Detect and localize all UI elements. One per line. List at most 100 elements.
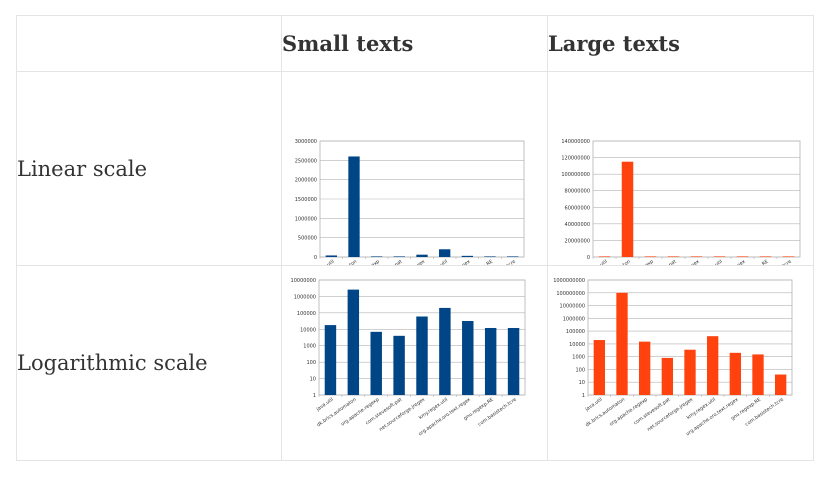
y-tick-label: 100000000 [561, 172, 590, 178]
y-tick-label: 10 [579, 380, 585, 386]
bar [416, 254, 428, 257]
y-tick-label: 1000000 [295, 216, 317, 222]
y-tick-label: 10000000 [291, 278, 316, 284]
x-tick-label: dk.brics.automaton [590, 258, 632, 264]
y-tick-label: 100000 [566, 329, 585, 335]
bar [393, 335, 405, 395]
cell-small-log: 1 10 100 1000 10000 100000 1000000 10000000 java… [281, 265, 548, 461]
bar [347, 289, 360, 395]
x-tick-label: java.util [315, 396, 335, 412]
y-tick-label: 100 [306, 360, 316, 366]
bar [324, 324, 337, 395]
bar [370, 331, 382, 395]
linear-row: Linear scale 0 500000 1000000 1500000 200000… [16, 71, 814, 266]
bar [644, 255, 657, 257]
x-tick-label: com.stevesoft.pat [633, 396, 672, 426]
cell-large-log: 1 10 100 1000 10000 100000 1000000 10000000 1000… [547, 265, 814, 461]
bar [639, 341, 651, 395]
bar [416, 316, 428, 395]
log-row: Logarithmic scale 1 10 100 1000 10000 100000 1… [16, 265, 814, 461]
row-label-log: Logarithmic scale [16, 265, 282, 461]
bar [752, 353, 764, 395]
y-tick-label: 1000000000 [553, 278, 585, 284]
x-tick-label: com.stevesoft.pat [364, 396, 403, 426]
bar [348, 155, 360, 257]
bar [598, 255, 611, 257]
cell-small-linear: 0 500000 1000000 1500000 2000000 2500000 30000… [281, 71, 548, 266]
bar [775, 374, 787, 395]
y-tick-label: 1500000 [295, 197, 317, 203]
chart-large-linear: 0 20000000 40000000 60000000 80000000 1000000… [561, 139, 801, 265]
header-row: Small texts Large texts [16, 15, 814, 72]
bar [507, 255, 519, 257]
y-tick-label: 500000 [298, 235, 317, 241]
chart-small-linear: 0 500000 1000000 1500000 2000000 2500000 30000… [295, 139, 525, 265]
x-tick-label: com.basistech.tcre [476, 258, 517, 264]
bar [736, 255, 749, 257]
bar [325, 254, 337, 257]
bar [507, 327, 520, 395]
bar [713, 255, 726, 257]
y-tick-label: 10000000 [560, 303, 585, 309]
bar [461, 255, 473, 257]
y-tick-label: 140000000 [561, 139, 590, 145]
x-tick-label: dk.brics.automaton [316, 396, 358, 428]
x-tick-label: com.basistech.tcre [752, 258, 793, 264]
row-label-linear: Linear scale [16, 71, 282, 266]
x-tick-label: com.basistech.tcre [477, 396, 518, 427]
bar [621, 161, 634, 257]
y-tick-label: 80000000 [565, 188, 590, 194]
bar [439, 307, 451, 395]
bar [782, 255, 795, 257]
bar [690, 255, 703, 257]
chart-large-log: 1 10 100 1000 10000 100000 1000000 10000000 1000… [553, 278, 793, 437]
bar [616, 292, 628, 395]
x-tick-label: org.apache.regexp [340, 396, 380, 427]
y-tick-label: 120000000 [561, 155, 590, 161]
y-tick-label: 40000000 [565, 221, 590, 227]
bar [661, 357, 673, 395]
chart-small-log: 1 10 100 1000 10000 100000 1000000 10000000 java… [291, 278, 526, 437]
y-tick-label: 10000 [300, 327, 316, 333]
bar [439, 248, 451, 257]
cell-large-linear: 0 20000000 40000000 60000000 80000000 1000000… [547, 71, 814, 266]
y-tick-label: 3000000 [295, 139, 317, 145]
x-tick-label: org.apache.regexp [608, 396, 648, 427]
x-tick-label: java.util [589, 258, 609, 264]
x-tick-label: java.util [316, 258, 336, 264]
corner-cell [16, 15, 282, 72]
x-tick-label: dk.brics.automaton [585, 396, 627, 428]
x-tick-label: com.basistech.tcre [744, 396, 785, 427]
y-tick-label: 0 [587, 255, 590, 261]
y-tick-label: 1000 [572, 354, 585, 360]
y-tick-label: 2000000 [295, 177, 317, 183]
y-tick-label: 20000000 [565, 238, 590, 244]
bar [393, 255, 405, 257]
bar [729, 352, 741, 395]
bar [462, 320, 474, 395]
bar [371, 255, 383, 257]
y-tick-label: 1 [313, 393, 316, 399]
bar [484, 327, 497, 395]
bar [707, 335, 719, 395]
x-tick-label: org.apache.regexp [614, 258, 654, 264]
bar [593, 339, 605, 395]
bar [667, 255, 680, 257]
x-tick-label: org.apache.regexp [340, 258, 380, 264]
y-tick-label: 1000000 [294, 294, 316, 300]
y-tick-label: 2500000 [295, 158, 317, 164]
comparison-table: Small texts Large texts Linear scale 0 50… [16, 15, 814, 461]
x-tick-label: dk.brics.automaton [317, 258, 359, 264]
y-tick-label: 100000 [297, 310, 316, 316]
y-tick-label: 10000 [569, 341, 585, 347]
y-tick-label: 1000 [303, 343, 316, 349]
column-header-small-texts: Small texts [281, 15, 548, 72]
y-tick-label: 1000000 [563, 316, 585, 322]
y-tick-label: 10 [310, 376, 316, 382]
bar [759, 255, 772, 257]
column-header-large-texts: Large texts [547, 15, 814, 72]
x-tick-label: java.util [584, 396, 604, 412]
y-tick-label: 100 [575, 367, 585, 373]
bar [684, 349, 696, 395]
y-tick-label: 1 [582, 393, 585, 399]
